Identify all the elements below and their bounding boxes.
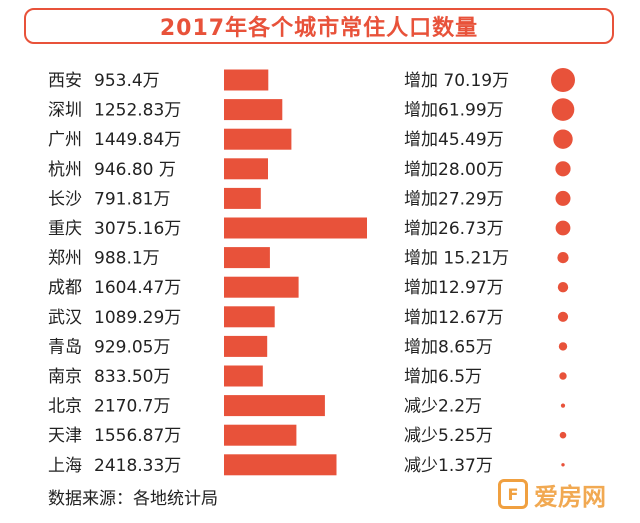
change-dot	[559, 372, 567, 380]
change-label: 增加6.5万	[404, 367, 482, 387]
population-label: 2418.33万	[94, 456, 181, 476]
change-label: 增加8.65万	[404, 337, 493, 357]
change-dot	[557, 311, 569, 322]
city-label: 南京	[48, 367, 82, 387]
population-label: 833.50万	[94, 367, 170, 387]
chart-title: 2017年各个城市常住人口数量	[159, 16, 479, 41]
change-label: 增加61.99万	[404, 101, 504, 121]
population-bar	[224, 247, 270, 269]
city-label: 杭州	[48, 160, 82, 180]
city-label: 西安	[48, 71, 82, 91]
change-dot	[555, 190, 571, 206]
population-label: 946.80 万	[94, 160, 176, 180]
watermark-logo-icon: F	[498, 479, 528, 509]
change-label: 增加28.00万	[404, 160, 504, 180]
change-label: 增加27.29万	[404, 189, 504, 209]
change-label: 减少2.2万	[404, 397, 482, 417]
change-label: 增加 15.21万	[404, 249, 509, 269]
population-bar	[224, 276, 299, 298]
population-label: 2170.7万	[94, 397, 170, 417]
population-label: 791.81万	[94, 189, 170, 209]
city-label: 郑州	[48, 249, 82, 269]
change-dot	[559, 431, 567, 439]
population-bar	[224, 424, 297, 446]
population-bar	[224, 187, 261, 209]
change-dot	[557, 282, 569, 293]
change-label: 减少5.25万	[404, 426, 493, 446]
watermark-text: 爱房网	[534, 482, 606, 511]
population-bar	[224, 306, 275, 328]
change-label: 增加12.97万	[404, 278, 504, 298]
population-bar	[224, 128, 292, 150]
population-bar	[224, 158, 268, 180]
change-dot	[555, 161, 571, 177]
change-dot	[551, 68, 575, 92]
population-label: 1449.84万	[94, 130, 181, 150]
city-label: 长沙	[48, 189, 82, 209]
population-bar	[224, 335, 268, 357]
change-dot	[553, 129, 573, 149]
chart-title-box: 2017年各个城市常住人口数量	[24, 8, 614, 44]
change-dot	[561, 463, 565, 467]
population-label: 1604.47万	[94, 278, 181, 298]
city-label: 北京	[48, 397, 82, 417]
population-bar	[224, 217, 367, 239]
population-bar	[224, 99, 283, 121]
population-bar	[224, 454, 337, 476]
population-label: 953.4万	[94, 71, 160, 91]
change-label: 增加 70.19万	[404, 71, 509, 91]
population-label: 988.1万	[94, 249, 160, 269]
city-label: 天津	[48, 426, 82, 446]
population-label: 1556.87万	[94, 426, 181, 446]
city-label: 青岛	[48, 337, 82, 357]
change-label: 增加45.49万	[404, 130, 504, 150]
change-dot	[551, 98, 575, 121]
change-label: 增加12.67万	[404, 308, 504, 328]
change-dot	[560, 403, 566, 408]
population-label: 929.05万	[94, 337, 170, 357]
population-bar	[224, 365, 263, 387]
population-label: 1089.29万	[94, 308, 181, 328]
city-label: 重庆	[48, 219, 82, 239]
watermark: F 爱房网	[498, 472, 636, 516]
change-dot	[555, 220, 571, 236]
city-label: 上海	[48, 456, 82, 476]
city-label: 深圳	[48, 101, 82, 121]
city-label: 成都	[48, 278, 82, 298]
population-bar	[224, 395, 325, 417]
change-dot	[558, 342, 568, 351]
change-label: 增加26.73万	[404, 219, 504, 239]
change-label: 减少1.37万	[404, 456, 493, 476]
population-label: 3075.16万	[94, 219, 181, 239]
source-note: 数据来源：各地统计局	[48, 489, 218, 509]
population-label: 1252.83万	[94, 101, 181, 121]
city-label: 武汉	[48, 308, 82, 328]
population-bar	[224, 69, 269, 91]
city-label: 广州	[48, 130, 82, 150]
change-dot	[557, 252, 569, 264]
